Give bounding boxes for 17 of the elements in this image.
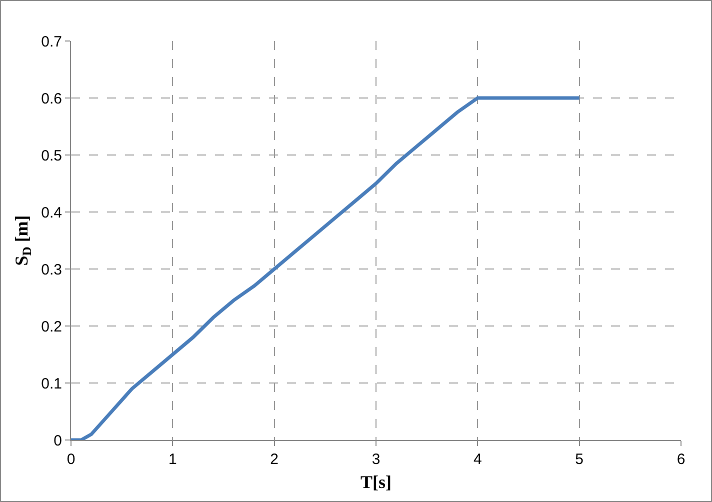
y-tick-label: 0.5: [41, 147, 62, 164]
y-tick-label: 0.4: [41, 204, 62, 222]
x-tick-label: 0: [66, 451, 76, 468]
x-tick-label: 6: [676, 451, 686, 468]
x-tick-label: 1: [168, 451, 177, 468]
y-tick-label: 0.2: [41, 318, 62, 336]
x-axis-title: T[s]: [360, 472, 392, 492]
y-tick-label: 0: [54, 432, 62, 450]
line-series: [71, 96, 582, 440]
x-tick-label: 4: [474, 451, 482, 468]
y-tick-label: 0.1: [41, 375, 62, 392]
y-tick-label: 0.7: [41, 33, 62, 50]
x-tick-label: 5: [575, 451, 584, 468]
x-tick-label: 2: [270, 451, 278, 468]
y-tick-label: 0.3: [41, 261, 62, 278]
y-tick-label: 0.6: [41, 90, 62, 108]
x-tick-label: 3: [372, 451, 380, 468]
